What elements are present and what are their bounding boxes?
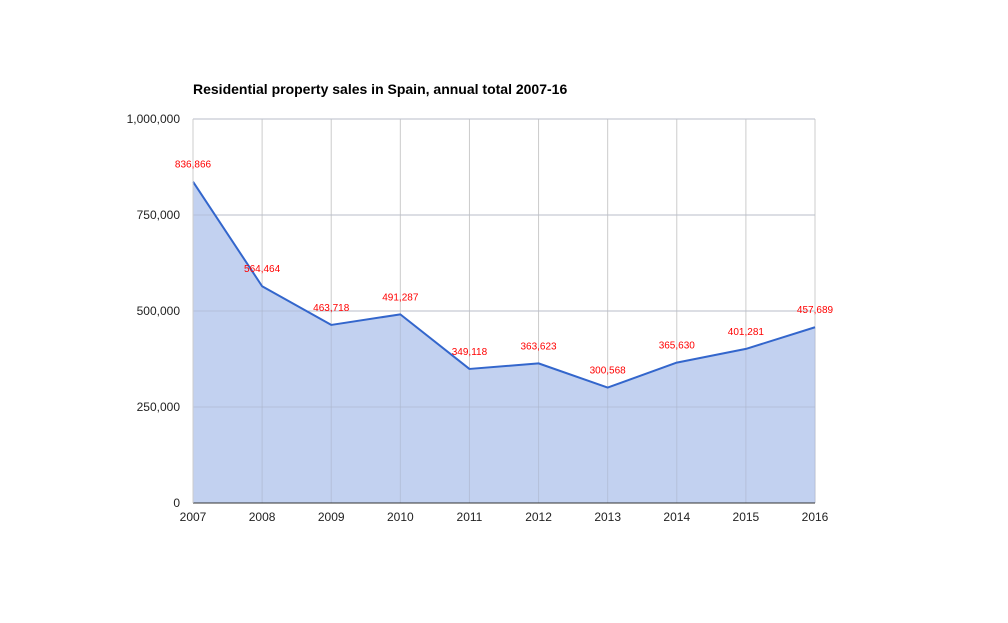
data-label: 349,118 [452, 347, 488, 358]
data-label: 300,568 [590, 366, 627, 377]
y-tick-label: 250,000 [137, 400, 181, 414]
data-label: 365,630 [659, 341, 696, 352]
series-line [192, 181, 816, 389]
data-label: 363,623 [520, 341, 557, 352]
x-tick-label: 2013 [594, 510, 621, 524]
x-tick-label: 2007 [180, 510, 207, 524]
data-label: 491,287 [382, 292, 419, 303]
y-tick-label: 1,000,000 [127, 112, 181, 126]
data-label: 564,464 [244, 264, 281, 275]
y-tick-label: 0 [173, 496, 180, 510]
y-tick-label: 750,000 [137, 208, 181, 222]
data-label: 836,866 [175, 160, 212, 171]
axes: 0 250,000 500,000 750,000 1,000,000 2007 2008 2… [127, 112, 829, 524]
x-tick-label: 2011 [457, 510, 483, 524]
data-label: 401,281 [728, 327, 765, 338]
chart-title: Residential property sales in Spain, ann… [193, 81, 567, 97]
data-label: 463,718 [313, 303, 350, 314]
data-label: 457,689 [797, 305, 834, 316]
data-labels: 836,866 564,464 463,718 491,287 349,118 363,6… [175, 160, 834, 377]
area-fill [193, 181, 815, 503]
x-tick-label: 2016 [802, 510, 829, 524]
x-tick-label: 2012 [525, 510, 552, 524]
x-tick-label: 2009 [318, 510, 345, 524]
x-tick-label: 2010 [387, 510, 414, 524]
x-tick-label: 2015 [733, 510, 760, 524]
x-tick-label: 2014 [663, 510, 690, 524]
plot-area [192, 118, 816, 503]
x-tick-label: 2008 [249, 510, 276, 524]
y-tick-label: 500,000 [137, 304, 181, 318]
